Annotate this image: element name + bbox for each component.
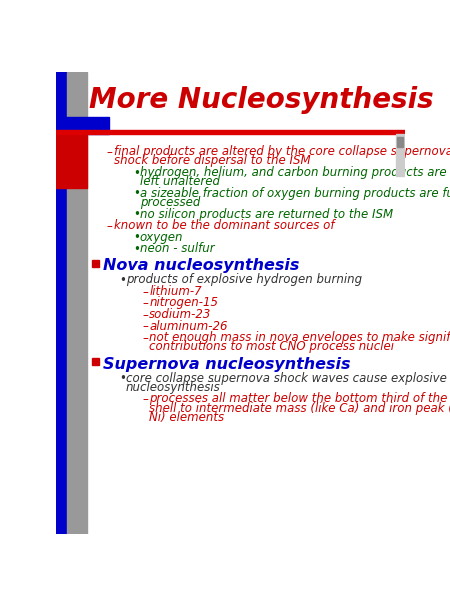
Text: •: • xyxy=(133,187,140,200)
Text: shell to intermediate mass (like Ca) and iron peak (like: shell to intermediate mass (like Ca) and… xyxy=(149,401,450,415)
Text: Nova nucleosynthesis: Nova nucleosynthesis xyxy=(103,259,299,274)
Text: known to be the dominant sources of: known to be the dominant sources of xyxy=(114,219,335,232)
Text: –: – xyxy=(142,309,148,322)
Text: shock before dispersal to the ISM: shock before dispersal to the ISM xyxy=(114,154,311,167)
Text: More Nucleosynthesis: More Nucleosynthesis xyxy=(89,86,433,115)
Text: •: • xyxy=(133,232,140,244)
Text: a sizeable fraction of oxygen burning products are further: a sizeable fraction of oxygen burning pr… xyxy=(140,187,450,200)
Text: Supernova nucleosynthesis: Supernova nucleosynthesis xyxy=(103,356,350,371)
Text: core collapse supernova shock waves cause explosive: core collapse supernova shock waves caus… xyxy=(126,371,447,385)
Text: •: • xyxy=(119,372,126,385)
Bar xyxy=(396,134,404,176)
Bar xyxy=(397,137,404,148)
Text: •: • xyxy=(133,243,140,256)
Text: Ni) elements: Ni) elements xyxy=(149,411,225,424)
Text: –: – xyxy=(107,146,112,159)
Bar xyxy=(92,358,99,365)
Bar xyxy=(56,72,87,534)
Text: –: – xyxy=(142,393,148,406)
Text: •: • xyxy=(133,167,140,180)
Bar xyxy=(56,130,405,134)
Text: •: • xyxy=(119,274,126,287)
Bar xyxy=(56,135,87,187)
Text: final products are altered by the core collapse supernova: final products are altered by the core c… xyxy=(114,145,450,158)
Text: lithium-7: lithium-7 xyxy=(149,285,202,298)
Text: nucleosynthesis: nucleosynthesis xyxy=(126,381,221,394)
Text: hydrogen, helium, and carbon burning products are largely: hydrogen, helium, and carbon burning pro… xyxy=(140,166,450,179)
Text: –: – xyxy=(142,297,148,310)
Text: sodium-23: sodium-23 xyxy=(149,308,212,321)
Text: –: – xyxy=(142,286,148,299)
Text: –: – xyxy=(142,332,148,345)
Text: aluminum-26: aluminum-26 xyxy=(149,320,228,332)
Text: oxygen: oxygen xyxy=(140,230,184,244)
Bar xyxy=(56,116,109,134)
Bar xyxy=(92,260,99,267)
Text: not enough mass in nova envelopes to make significant: not enough mass in nova envelopes to mak… xyxy=(149,331,450,344)
Text: nitrogen-15: nitrogen-15 xyxy=(149,296,218,310)
Bar xyxy=(67,72,87,534)
Text: contributions to most CNO process nuclei: contributions to most CNO process nuclei xyxy=(149,340,394,353)
Text: –: – xyxy=(142,320,148,334)
Text: processed: processed xyxy=(140,196,200,209)
Text: –: – xyxy=(107,220,112,233)
Text: processes all matter below the bottom third of the oxygen: processes all matter below the bottom th… xyxy=(149,392,450,406)
Bar xyxy=(56,72,67,534)
Text: no silicon products are returned to the ISM: no silicon products are returned to the … xyxy=(140,208,393,221)
Text: products of explosive hydrogen burning: products of explosive hydrogen burning xyxy=(126,274,362,286)
Text: •: • xyxy=(133,208,140,221)
Text: left unaltered: left unaltered xyxy=(140,175,220,188)
Text: neon - sulfur: neon - sulfur xyxy=(140,242,215,255)
